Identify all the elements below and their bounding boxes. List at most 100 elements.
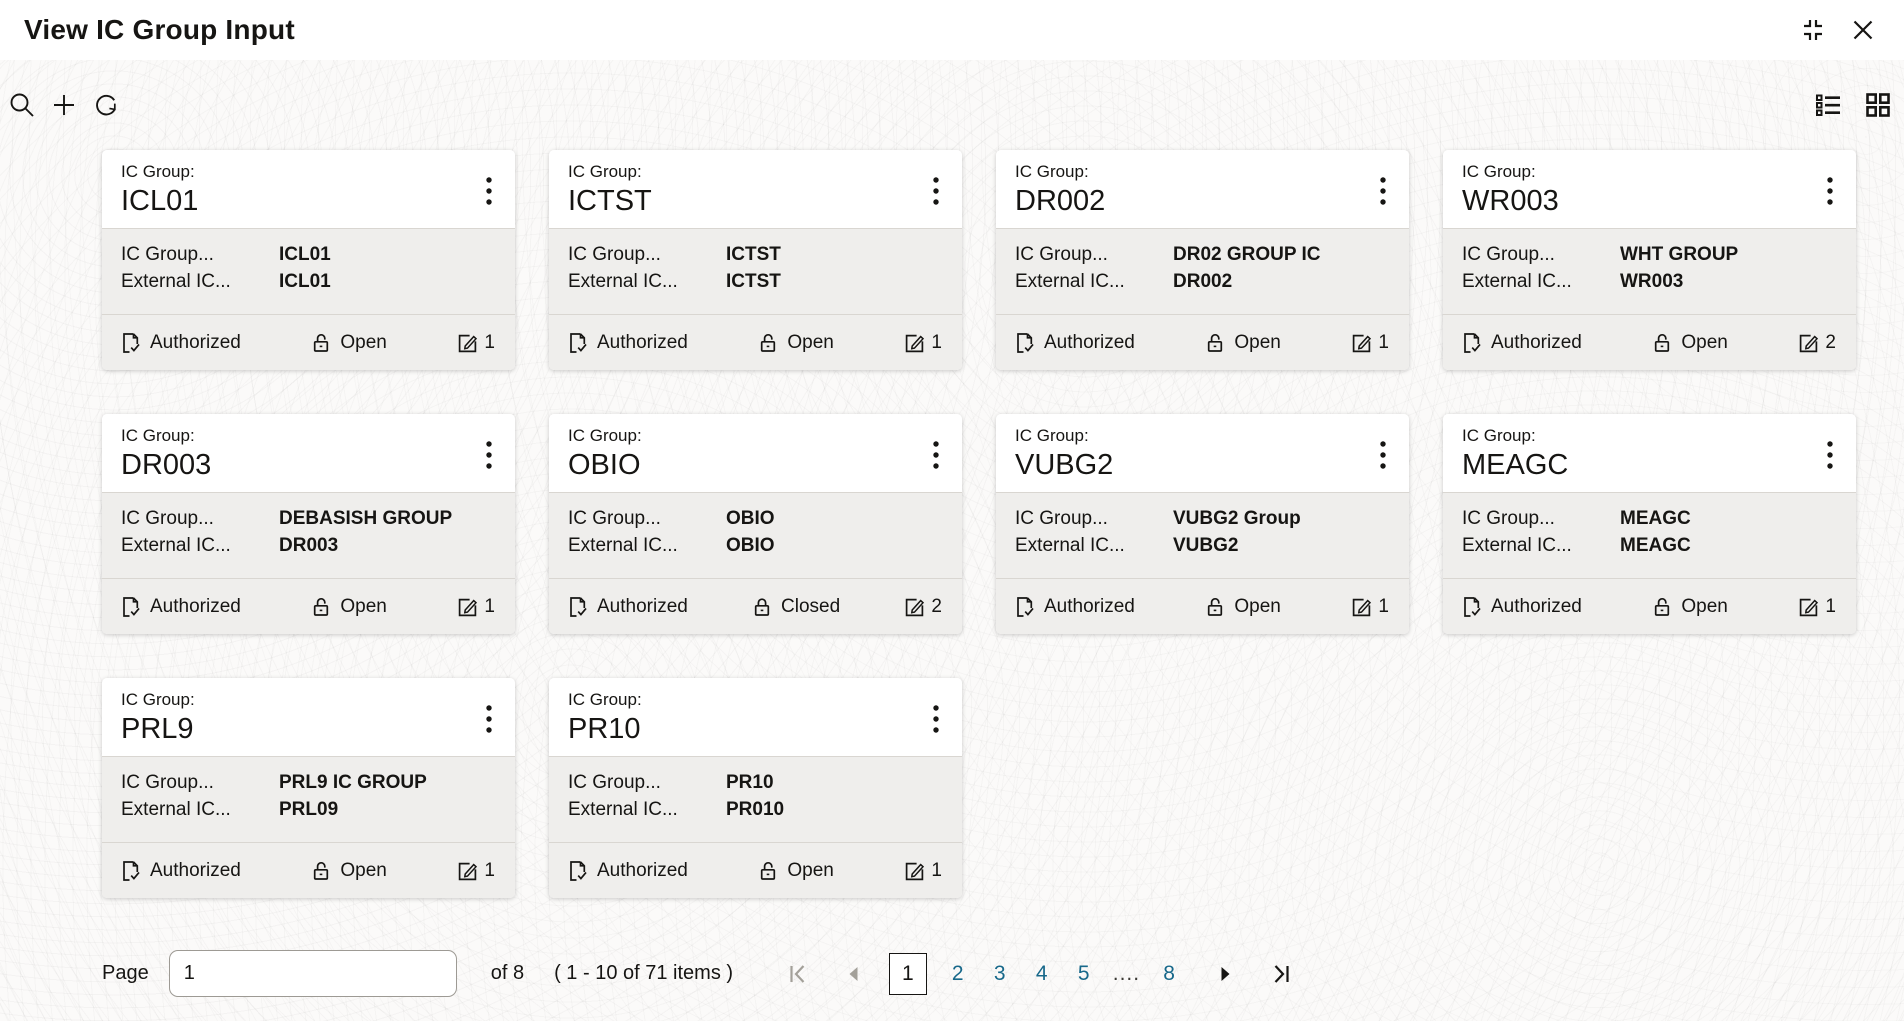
field-value: ICTST [726, 271, 781, 292]
records-edit-icon [459, 598, 478, 616]
records-edit-icon [906, 862, 925, 880]
card-body: IC Group... ICTST External IC... ICTST [549, 228, 962, 314]
card-group-label: IC Group: [1015, 426, 1089, 445]
card-group-id: ICTST [568, 185, 652, 217]
authorization-status: Authorized [1461, 332, 1582, 354]
card-header: IC Group: MEAGC [1443, 414, 1856, 492]
kebab-menu-icon[interactable] [477, 174, 501, 208]
page-number[interactable]: 3 [993, 961, 1006, 985]
add-icon[interactable] [50, 91, 78, 119]
page-numbers: 1 2 3 4 5.... 8 [889, 952, 1190, 995]
card-group-id: WR003 [1462, 185, 1559, 217]
card-header: IC Group: OBIO [549, 414, 962, 492]
kebab-menu-icon[interactable] [477, 702, 501, 736]
open-lock-icon [314, 333, 329, 352]
first-page-icon[interactable] [787, 963, 809, 985]
kebab-menu-icon[interactable] [477, 438, 501, 472]
authorization-status: Authorized [1461, 596, 1582, 618]
ic-group-card: IC Group: MEAGC IC Group... MEAGC Extern… [1443, 414, 1856, 634]
card-group-id: OBIO [568, 449, 641, 481]
kebab-menu-icon[interactable] [1371, 438, 1395, 472]
page-number[interactable]: 2 [951, 961, 964, 985]
field-label: IC Group... [568, 244, 661, 265]
field-value: ICL01 [279, 271, 331, 292]
field-label: External IC... [568, 271, 678, 292]
record-status: Open [310, 860, 387, 882]
card-group-label: IC Group: [1462, 162, 1536, 181]
authorized-icon [123, 860, 140, 881]
card-header: IC Group: VUBG2 [996, 414, 1409, 492]
card-group-label: IC Group: [568, 162, 642, 181]
field-label: External IC... [121, 799, 231, 820]
toolbar [0, 60, 1904, 150]
refresh-icon[interactable] [92, 91, 120, 119]
next-page-icon[interactable] [1214, 963, 1236, 985]
card-group-id: DR003 [121, 449, 212, 481]
authorized-icon [1464, 332, 1481, 353]
page-number[interactable]: 5 [1077, 961, 1090, 985]
card-footer: Authorized Closed [549, 578, 962, 634]
ic-group-card: IC Group: DR002 IC Group... DR02 GROUP I… [996, 150, 1409, 370]
authorization-status: Authorized [120, 332, 241, 354]
field-value: DR003 [279, 535, 339, 556]
field-label: External IC... [568, 535, 678, 556]
field-label: IC Group... [121, 244, 214, 265]
search-icon[interactable] [8, 91, 36, 119]
field-label: IC Group... [568, 772, 661, 793]
close-icon[interactable] [1850, 17, 1876, 43]
card-field-row: External IC... WR003 [1462, 268, 1838, 295]
ic-group-card: IC Group: PRL9 IC Group... PRL9 IC GROUP… [102, 678, 515, 898]
grid-view-icon[interactable] [1864, 91, 1892, 119]
page-number[interactable]: 1 [889, 952, 927, 995]
kebab-menu-icon[interactable] [924, 438, 948, 472]
card-field-row: External IC... OBIO [568, 532, 944, 559]
modification-count: 1 [456, 860, 495, 882]
card-group-id: PRL9 [121, 713, 194, 745]
page-number[interactable]: 8 [1163, 961, 1175, 985]
authorized-icon [1017, 596, 1034, 617]
page-number-input[interactable] [168, 950, 457, 997]
record-status-label: Open [787, 859, 834, 881]
card-group-label: IC Group: [568, 690, 642, 709]
authorized-icon [570, 596, 587, 617]
modification-count: 1 [903, 332, 942, 354]
records-edit-icon [1353, 334, 1372, 352]
field-value: DR002 [1173, 271, 1233, 292]
card-header: IC Group: DR002 [996, 150, 1409, 228]
page-number[interactable]: 4 [1035, 961, 1048, 985]
card-field-row: IC Group... PR10 [568, 769, 944, 796]
record-status: Open [310, 332, 387, 354]
authorization-status: Authorized [120, 860, 241, 882]
kebab-menu-icon[interactable] [1371, 174, 1395, 208]
kebab-menu-icon[interactable] [924, 702, 948, 736]
last-page-icon[interactable] [1270, 963, 1292, 985]
open-lock-icon [1208, 597, 1223, 616]
card-group-label: IC Group: [121, 426, 195, 445]
card-body: IC Group... MEAGC External IC... MEAGC [1443, 492, 1856, 578]
card-body: IC Group... PRL9 IC GROUP External IC...… [102, 756, 515, 842]
field-label: External IC... [1015, 271, 1125, 292]
authorization-status: Authorized [120, 596, 241, 618]
ic-group-card: IC Group: ICL01 IC Group... ICL01 Extern… [102, 150, 515, 370]
collapse-icon[interactable] [1800, 17, 1826, 43]
authorization-status-label: Authorized [150, 595, 241, 617]
card-field-row: External IC... MEAGC [1462, 532, 1838, 559]
previous-page-icon[interactable] [843, 963, 865, 985]
records-edit-icon [459, 862, 478, 880]
pagination-bar: Page of 8 ( 1 - 10 of 71 items ) 12 3 4 5..… [102, 950, 1904, 997]
modification-count: 1 [456, 332, 495, 354]
card-header: IC Group: ICTST [549, 150, 962, 228]
field-value: WHT GROUP [1620, 244, 1739, 265]
kebab-menu-icon[interactable] [1818, 438, 1842, 472]
card-footer: Authorized Open [1443, 314, 1856, 370]
field-value: PRL09 [279, 799, 339, 820]
record-status: Open [1204, 596, 1281, 618]
kebab-menu-icon[interactable] [1818, 174, 1842, 208]
list-view-icon[interactable] [1814, 91, 1842, 119]
field-label: IC Group... [1462, 508, 1555, 529]
card-footer: Authorized Open [549, 842, 962, 898]
card-field-row: IC Group... DEBASISH GROUP [121, 505, 497, 532]
field-label: IC Group... [1015, 244, 1108, 265]
card-group-label: IC Group: [568, 426, 642, 445]
kebab-menu-icon[interactable] [924, 174, 948, 208]
